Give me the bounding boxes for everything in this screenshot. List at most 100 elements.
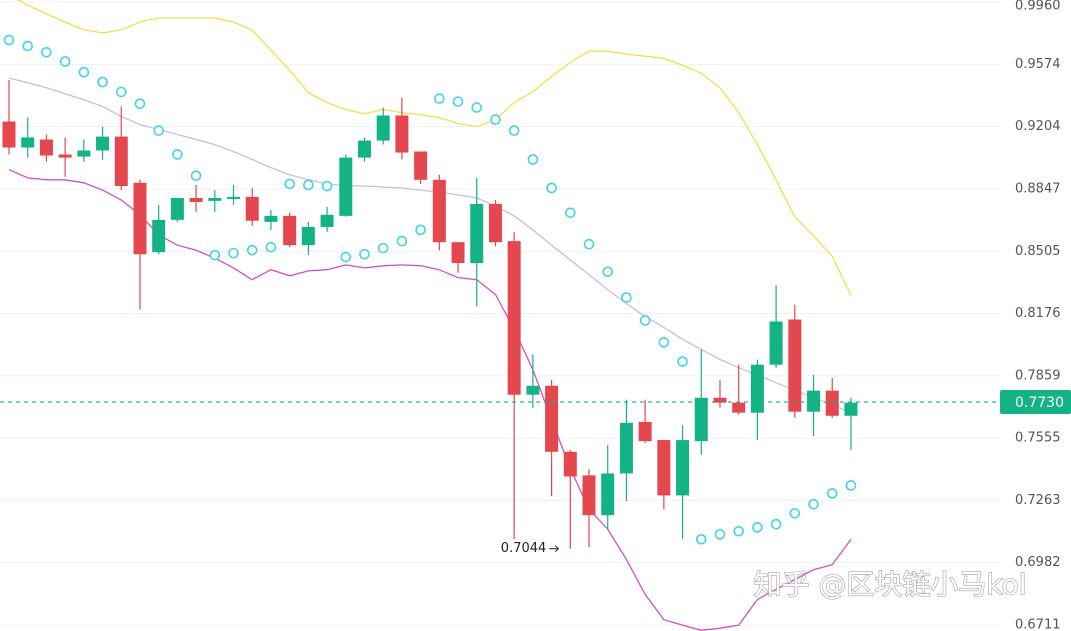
sar-dot — [321, 180, 333, 192]
bollinger-middle — [8, 77, 852, 414]
sar-dot — [471, 102, 483, 113]
candle-body — [732, 402, 746, 413]
sar-dot — [752, 522, 763, 533]
sar-dot — [621, 292, 632, 303]
sar-dot — [172, 149, 183, 160]
candle-body — [301, 226, 315, 246]
price-axis: 0.9960 0.9574 0.9204 0.8847 0.8505 0.8176 0.78… — [1000, 0, 1071, 631]
sar-dot — [695, 534, 707, 545]
sar-dot — [377, 242, 389, 254]
sar-dot — [78, 66, 90, 78]
candle-body — [208, 197, 222, 201]
sar-dot — [658, 337, 670, 348]
candle-body — [395, 115, 409, 153]
sar-dot — [115, 86, 127, 98]
candle-body — [657, 440, 671, 496]
sar-dot — [209, 249, 221, 261]
candle-body — [825, 390, 839, 416]
sar-dot — [826, 488, 838, 499]
candle-body — [694, 397, 708, 442]
candle-body — [432, 179, 446, 243]
sar-dot — [714, 529, 726, 540]
candle-body — [283, 215, 297, 246]
sar-dot — [284, 178, 295, 190]
candle-body — [470, 203, 484, 263]
sar-dot — [789, 507, 801, 519]
sar-dot — [97, 76, 108, 88]
sar-dot — [564, 207, 576, 219]
candle-body — [638, 421, 652, 442]
candle-body — [451, 242, 465, 263]
candle-body — [245, 196, 259, 221]
sar-dot — [3, 34, 15, 46]
bollinger-upper — [16, 0, 852, 296]
candle-body — [844, 402, 858, 416]
sar-dot — [770, 518, 782, 530]
sar-dot — [452, 96, 464, 107]
sar-dot — [246, 244, 258, 256]
candle-body — [563, 451, 577, 477]
candle-body — [21, 137, 35, 148]
y-tick-label: 0.7859 — [1015, 368, 1061, 383]
sar-dot — [340, 251, 352, 263]
sar-dot — [808, 498, 819, 510]
candle-body — [114, 136, 128, 187]
sar-dot — [677, 356, 688, 367]
candle-body — [152, 219, 166, 253]
candle-body — [526, 385, 540, 395]
candle-body — [769, 321, 783, 365]
y-tick-label: 0.9960 — [1015, 0, 1061, 14]
grid — [0, 1, 1000, 626]
candle-body — [357, 140, 371, 158]
sar-dot — [434, 93, 445, 104]
y-tick-label: 0.7263 — [1015, 493, 1061, 508]
sar-dot — [359, 248, 370, 260]
candle-body — [619, 422, 633, 474]
bollinger-lower — [8, 169, 852, 631]
candle-body — [807, 390, 821, 412]
sar-dot — [845, 480, 857, 491]
y-tick-label: 0.7555 — [1015, 431, 1061, 446]
last-price-box — [1000, 390, 1071, 415]
sar-dot — [265, 241, 277, 253]
sar-dot — [190, 170, 202, 182]
candle-body — [545, 385, 559, 452]
candle-body — [58, 154, 72, 158]
sar-dot — [583, 238, 595, 250]
sar-dot — [228, 247, 239, 259]
y-tick-label: 0.8176 — [1015, 306, 1061, 321]
y-tick-label: 0.8505 — [1015, 244, 1061, 259]
sar-dot — [508, 125, 520, 136]
candle-body — [39, 139, 53, 156]
candle-body — [488, 203, 502, 243]
watermark: 知乎 @区块链小马kol — [753, 568, 1026, 601]
candle-body — [676, 440, 690, 496]
low-annotation: 0.7044 — [501, 541, 547, 556]
candle-body — [264, 215, 278, 222]
candle-body — [339, 157, 353, 216]
candle-body — [507, 241, 521, 395]
sar-dot — [490, 114, 501, 125]
sar-dot — [153, 125, 164, 136]
sar-dot — [527, 154, 539, 165]
candle-body — [601, 473, 615, 516]
candle-body — [750, 364, 764, 413]
sar-dot — [602, 266, 614, 278]
last-price-label: 0.7730 — [1015, 395, 1064, 411]
candle-body — [227, 196, 241, 199]
y-tick-label: 0.9204 — [1015, 119, 1061, 134]
sar-dot — [733, 526, 744, 537]
sar-dot — [546, 182, 557, 194]
y-tick-label: 0.6711 — [1015, 618, 1061, 631]
plot-area: 0.7044 — [0, 0, 1000, 631]
sar-dot — [134, 98, 146, 109]
sar-dot — [59, 56, 71, 67]
y-tick-label: 0.8847 — [1015, 182, 1061, 197]
candle-body — [713, 397, 727, 403]
candle-body — [320, 214, 334, 227]
candle-body — [582, 475, 596, 516]
sar-dot — [41, 46, 52, 58]
candle-body — [96, 136, 110, 151]
sar-dot — [639, 315, 651, 326]
